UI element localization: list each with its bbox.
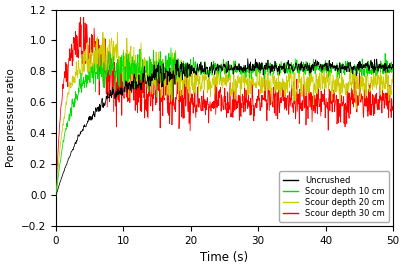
X-axis label: Time (s): Time (s) — [200, 251, 249, 264]
Legend: Uncrushed, Scour depth 10 cm, Scour depth 20 cm, Scour depth 30 cm: Uncrushed, Scour depth 10 cm, Scour dept… — [279, 171, 389, 222]
Y-axis label: Pore pressure ratio: Pore pressure ratio — [6, 69, 15, 167]
